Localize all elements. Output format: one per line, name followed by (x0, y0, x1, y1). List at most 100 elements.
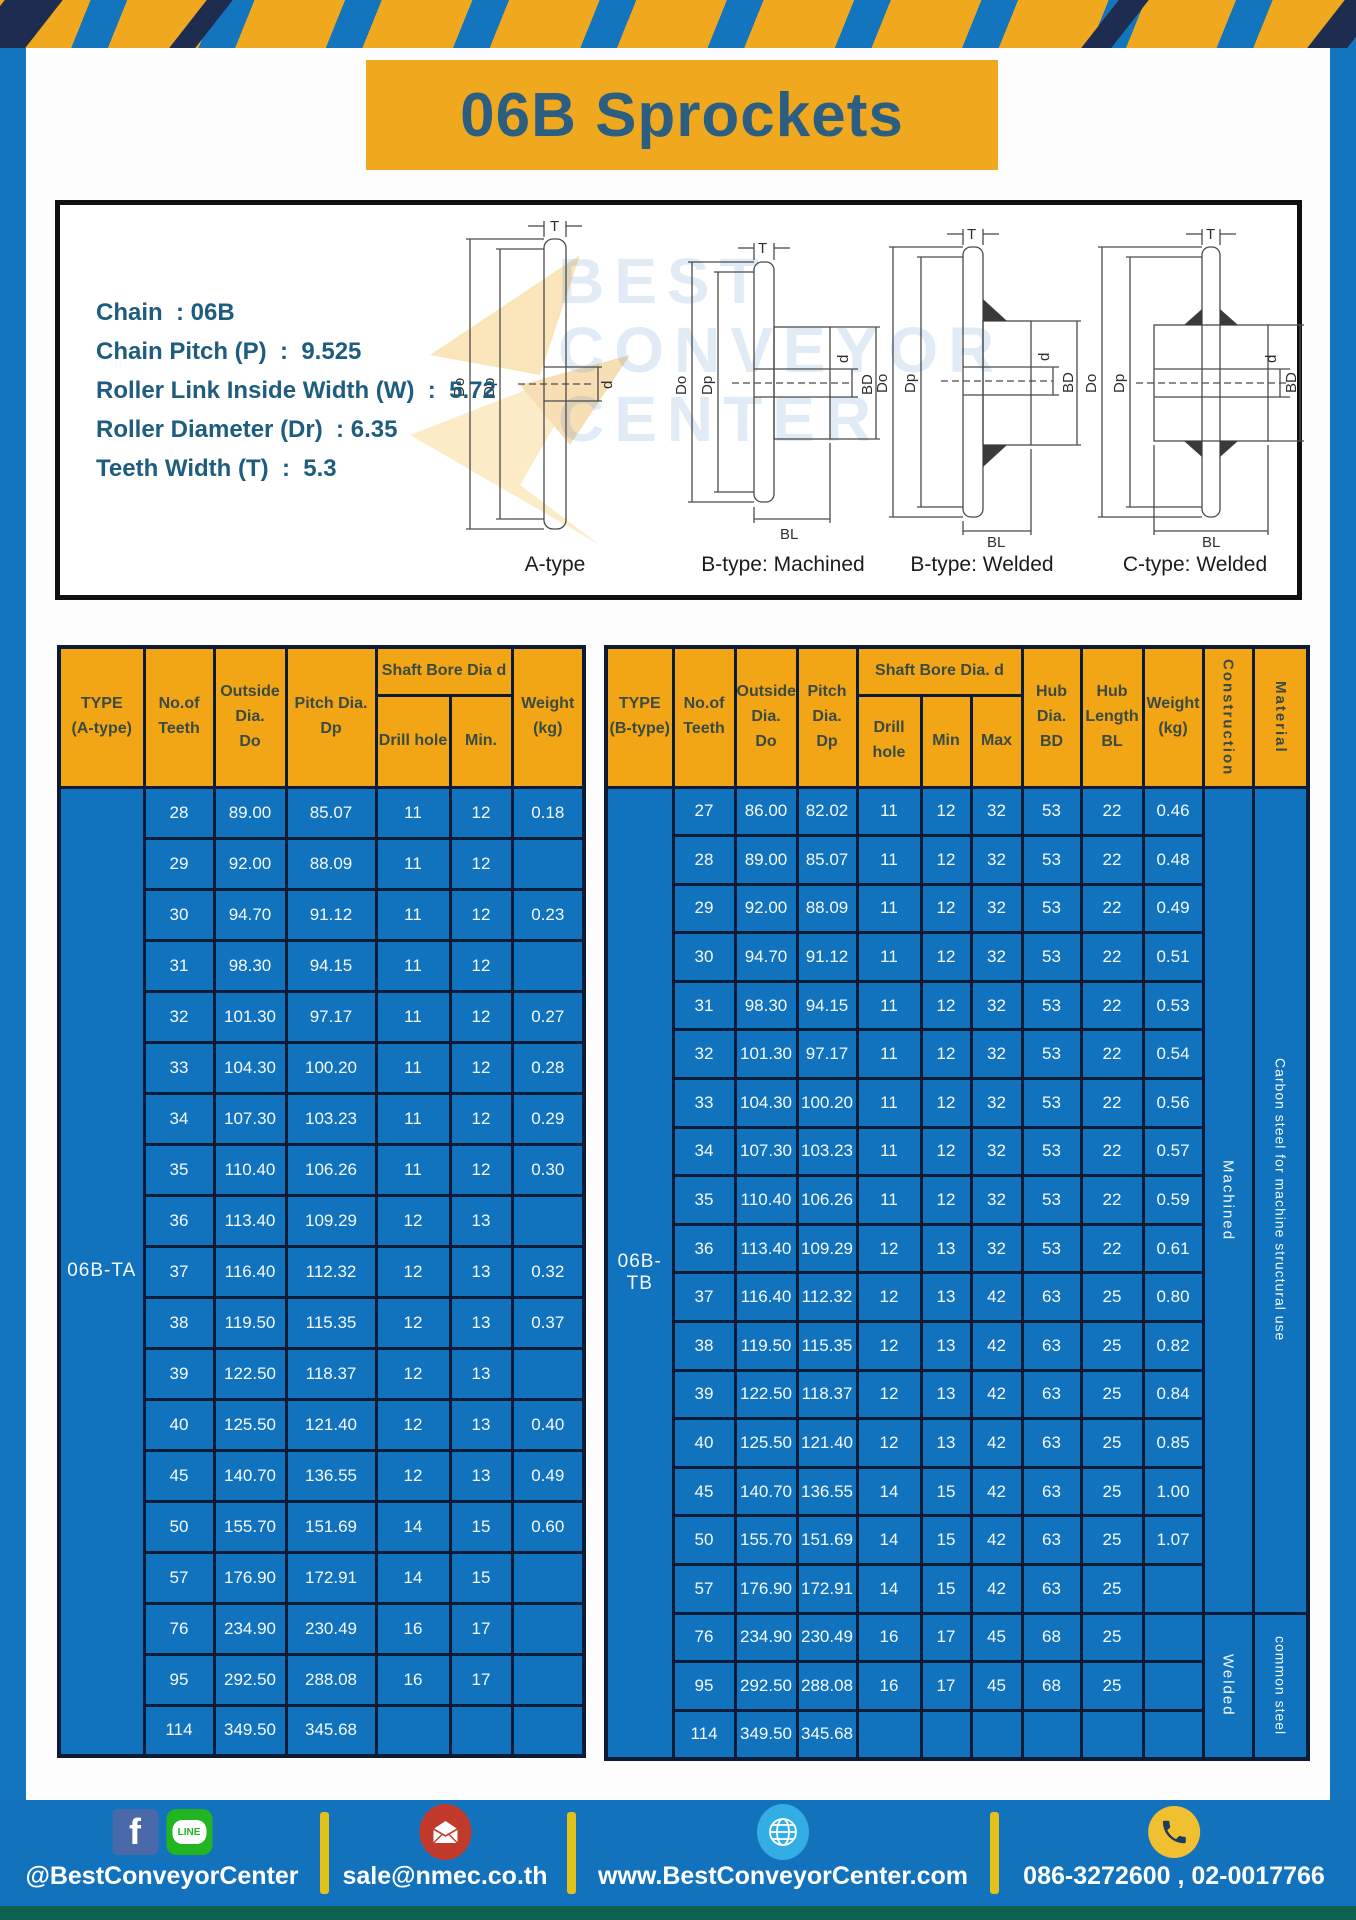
navy-stripe-accent (1307, 0, 1356, 48)
table-row: 57 176.90 172.91 14 15 42 63 25 (606, 1563, 1308, 1615)
data-cell: 13 (448, 1295, 514, 1350)
data-cell: 107.30 (733, 1125, 799, 1178)
data-cell: 88.09 (795, 882, 859, 935)
data-cell: 89.00 (733, 834, 799, 886)
data-cell: 63 (1020, 1465, 1083, 1518)
data-cell: 0.51 (1141, 931, 1205, 983)
spec-panel: BEST CONVEYOR CENTER Chain : 06B Chain P… (55, 200, 1304, 600)
data-cell: 12 (374, 1346, 452, 1401)
website-url[interactable]: www.BestConveyorCenter.com (597, 1862, 969, 1890)
data-cell: 91.12 (795, 931, 859, 983)
data-cell: 11 (855, 979, 923, 1032)
data-cell: 12 (855, 1417, 923, 1469)
data-cell: 292.50 (733, 1660, 799, 1712)
data-cell: 14 (855, 1465, 923, 1518)
col-header-shaft-bore: Shaft Bore Dia d (374, 645, 514, 697)
data-cell: 103.23 (795, 1125, 859, 1178)
data-cell: 53 (1020, 1174, 1083, 1226)
data-cell: 22 (1079, 1125, 1145, 1178)
data-cell: 88.09 (284, 836, 378, 891)
dim-label-t: T (1206, 226, 1215, 243)
col-header-material: Material (1251, 645, 1310, 789)
data-cell: 12 (448, 785, 514, 840)
facebook-icon[interactable]: f (112, 1809, 158, 1855)
social-handle[interactable]: @BestConveyorCenter (25, 1862, 299, 1890)
mail-icon[interactable] (418, 1804, 471, 1860)
dim-label-d: d (599, 381, 616, 389)
data-cell: 37 (671, 1271, 737, 1324)
globe-icon[interactable] (756, 1804, 809, 1860)
data-cell: 13 (919, 1271, 973, 1324)
data-cell: 16 (855, 1611, 923, 1664)
table-row: 39 122.50 118.37 12 13 42 63 25 0.84 (606, 1368, 1308, 1421)
data-cell: 151.69 (795, 1514, 859, 1566)
data-cell (510, 836, 586, 891)
sprocket-table-b-type: TYPE (B-type) No.of Teeth Outside Dia. D… (604, 645, 1310, 1761)
data-cell: 292.50 (212, 1652, 288, 1707)
col-header-outside-dia: Outside Dia. Do (733, 645, 799, 789)
phone-icon[interactable] (1147, 1806, 1200, 1858)
contact-footer: f LINE @BestConveyorCenter sale@ (0, 1800, 1356, 1920)
navy-stripe-accent (1081, 0, 1149, 48)
data-cell (969, 1708, 1024, 1761)
data-cell: 25 (1079, 1660, 1145, 1712)
diagram-caption: A-type (524, 553, 586, 576)
data-cell: 12 (919, 979, 973, 1032)
dim-label-do: Do (1083, 374, 1100, 393)
material-cell: common steel (1251, 1611, 1310, 1761)
data-cell: 115.35 (795, 1320, 859, 1372)
footer-social-item[interactable]: f LINE @BestConveyorCenter (25, 1804, 299, 1891)
spec-line: Chain Pitch (P) : 9.525 (96, 338, 362, 365)
col-header-weight: Weight (kg) (1141, 645, 1205, 789)
data-cell: 13 (448, 1397, 514, 1452)
data-cell: 0.53 (1141, 979, 1205, 1032)
line-icon[interactable]: LINE (166, 1809, 212, 1855)
data-cell: 32 (969, 1125, 1024, 1178)
data-cell: 37 (142, 1244, 216, 1299)
footer-email-item[interactable]: sale@nmec.co.th (342, 1804, 548, 1891)
dim-label-bl: BL (780, 526, 798, 543)
data-cell: 95 (671, 1660, 737, 1712)
data-cell: 82.02 (795, 785, 859, 838)
data-cell: 57 (671, 1563, 737, 1615)
line-label: LINE (177, 1826, 201, 1838)
data-cell: 42 (969, 1417, 1024, 1469)
data-cell: 22 (1079, 785, 1145, 838)
data-cell: 11 (374, 938, 452, 993)
data-cell: 0.57 (1141, 1125, 1205, 1178)
data-cell: 33 (671, 1077, 737, 1129)
data-cell: 11 (374, 1040, 452, 1095)
data-cell: 63 (1020, 1417, 1083, 1469)
table-row: 95 292.50 288.08 16 17 (59, 1652, 586, 1707)
table-row: 40 125.50 121.40 12 13 42 63 25 0.85 (606, 1417, 1308, 1469)
data-cell: 35 (142, 1142, 216, 1197)
data-cell (919, 1708, 973, 1761)
diagram-caption: B-type: Machined (701, 553, 865, 576)
footer-phone-item[interactable]: 086-3272600 , 02-0017766 (1023, 1804, 1325, 1891)
table-row: 34 107.30 103.23 11 12 32 53 22 0.57 (606, 1125, 1308, 1178)
table-row: 29 92.00 88.09 11 12 (59, 836, 586, 891)
table-row: 34 107.30 103.23 11 12 0.29 (59, 1091, 586, 1146)
col-header-outside-dia: Outside Dia. Do (212, 645, 288, 789)
email-address[interactable]: sale@nmec.co.th (342, 1862, 548, 1890)
data-cell: 25 (1079, 1611, 1145, 1664)
data-cell (855, 1708, 923, 1761)
data-cell: 45 (969, 1660, 1024, 1712)
data-cell: 11 (855, 1028, 923, 1081)
data-cell: 116.40 (212, 1244, 288, 1299)
data-cell: 17 (919, 1611, 973, 1664)
data-cell: 1.00 (1141, 1465, 1205, 1518)
phone-numbers[interactable]: 086-3272600 , 02-0017766 (1023, 1862, 1325, 1890)
footer-website-item[interactable]: www.BestConveyorCenter.com (598, 1804, 968, 1891)
data-cell: 38 (671, 1320, 737, 1372)
construction-cell: Machined (1201, 785, 1255, 1615)
data-cell: 114 (142, 1703, 216, 1758)
page-title: 06B Sprockets (460, 80, 904, 150)
data-cell: 63 (1020, 1514, 1083, 1566)
data-cell: 11 (855, 785, 923, 838)
data-cell: 32 (969, 785, 1024, 838)
data-cell: 12 (919, 1125, 973, 1178)
data-cell: 0.82 (1141, 1320, 1205, 1372)
col-header-shaft-bore: Shaft Bore Dia. d (855, 645, 1024, 697)
data-cell: 11 (374, 989, 452, 1044)
